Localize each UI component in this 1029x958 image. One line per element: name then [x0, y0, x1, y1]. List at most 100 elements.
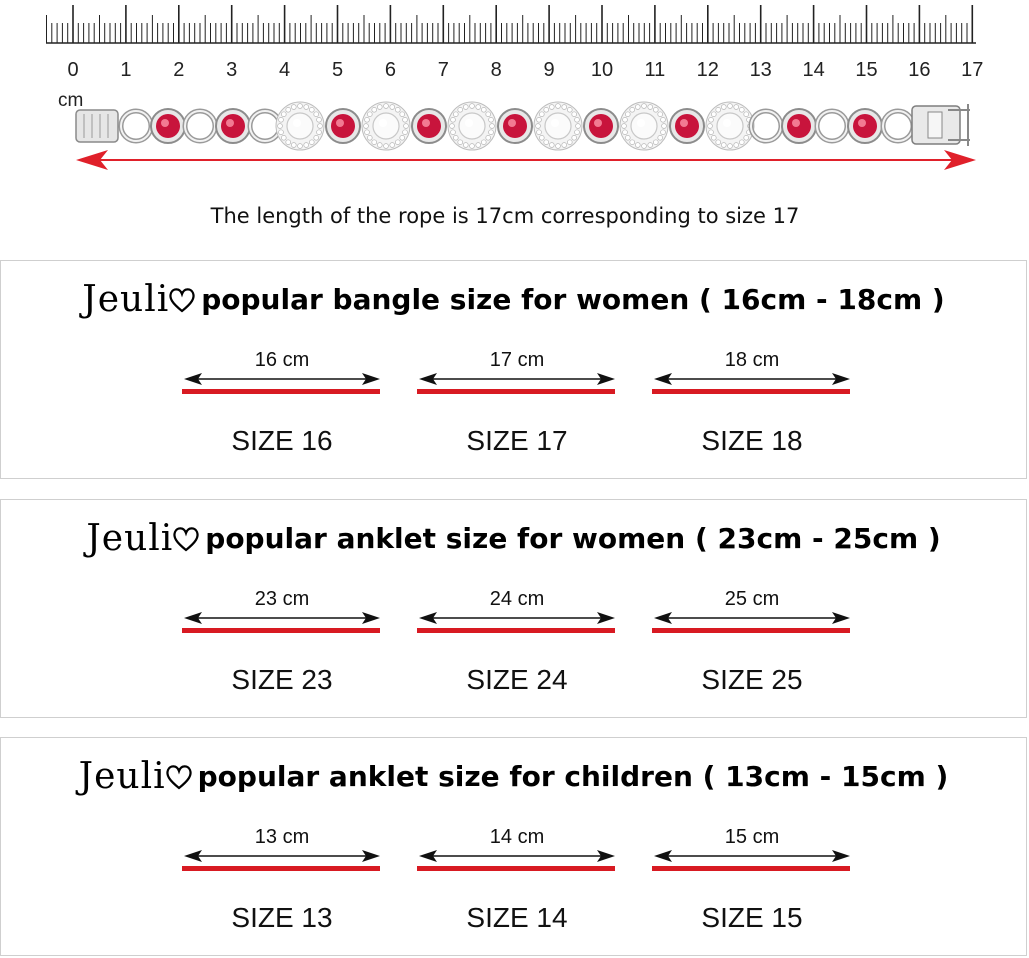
size-item: 17 cm SIZE 17 [417, 349, 617, 469]
ruler-and-bracelet: 0 1 2 3 4 5 6 7 8 9 10 11 12 13 14 15 16 17 cm [46, 5, 983, 170]
size-bar [417, 866, 615, 871]
panel-title: Jeuli popular anklet size for children ( … [1, 756, 1026, 797]
clasp-left [75, 109, 119, 143]
size-panel: Jeuli popular anklet size for women ( 23c… [0, 499, 1027, 718]
size-panel: Jeuli popular bangle size for women ( 16c… [0, 260, 1027, 479]
length-arrow [182, 373, 380, 394]
arrowhead-left-icon [184, 373, 202, 385]
size-label: SIZE 25 [701, 664, 803, 695]
length-arrow [76, 150, 976, 170]
arrowhead-left-icon [419, 850, 437, 862]
size-bar [182, 628, 380, 633]
diamond-halo [705, 101, 755, 151]
diamond-halo [361, 101, 411, 151]
diamond-halo [447, 101, 497, 151]
size-item: 25 cm SIZE 25 [652, 588, 852, 708]
clasp-right [911, 104, 970, 146]
size-item: 13 cm SIZE 13 [182, 826, 382, 946]
length-arrow [652, 373, 850, 394]
arrowhead-right-icon [832, 373, 850, 385]
length-label: 14 cm [489, 826, 545, 848]
arrowhead-right-icon [597, 850, 615, 862]
bezel-ring [814, 108, 850, 144]
size-bar [417, 628, 615, 633]
ruler-tick-label: 15 [855, 59, 877, 81]
size-item: 23 cm SIZE 23 [182, 588, 382, 708]
ruler-ticks [46, 5, 974, 43]
ruler-tick-label: 14 [802, 59, 824, 81]
ruler-tick-label: 2 [173, 59, 184, 81]
ruler-tick-label: 7 [438, 59, 449, 81]
size-bar [417, 389, 615, 394]
arrowhead-right-icon [597, 373, 615, 385]
arrowhead-left-icon [76, 150, 108, 170]
ruler-tick-label: 10 [591, 59, 613, 81]
arrowhead-left-icon [184, 612, 202, 624]
size-label: SIZE 13 [231, 902, 333, 933]
ruler-tick-label: 6 [385, 59, 396, 81]
bezel-ring [118, 108, 154, 144]
ruby-stone [781, 108, 817, 144]
size-bar [652, 628, 850, 633]
ruby-stone [215, 108, 251, 144]
ruler-tick-label: 9 [544, 59, 555, 81]
ruby-stone [847, 108, 883, 144]
bracelet-image [75, 101, 970, 151]
size-label: SIZE 18 [701, 425, 803, 456]
ruler-tick-label: 4 [279, 59, 290, 81]
panel-title-text: popular bangle size for women ( 16cm - 1… [201, 283, 945, 316]
bezel-ring [880, 108, 916, 144]
ruler-tick-label: 8 [491, 59, 502, 81]
size-label: SIZE 24 [466, 664, 568, 695]
diamond-halo [275, 101, 325, 151]
arrowhead-right-icon [362, 373, 380, 385]
size-panel: Jeuli popular anklet size for children ( … [0, 737, 1027, 956]
size-bar [652, 389, 850, 394]
length-label: 16 cm [254, 349, 310, 371]
panel-title-text: popular anklet size for women ( 23cm - 2… [205, 522, 941, 555]
brand-heart-icon [173, 526, 199, 551]
size-item: 14 cm SIZE 14 [417, 826, 617, 946]
arrowhead-left-icon [184, 850, 202, 862]
size-label: SIZE 23 [231, 664, 333, 695]
size-item: 18 cm SIZE 18 [652, 349, 852, 469]
length-arrow [182, 612, 380, 633]
ruby-stone [411, 108, 447, 144]
length-label: 24 cm [489, 588, 545, 610]
arrowhead-left-icon [654, 612, 672, 624]
ruby-stone [497, 108, 533, 144]
ruby-stone [150, 108, 186, 144]
size-bar [652, 866, 850, 871]
bezel-ring [182, 108, 218, 144]
length-label: 17 cm [489, 349, 545, 371]
ruby-stone [325, 108, 361, 144]
panel-title-text: popular anklet size for children ( 13cm … [197, 760, 949, 793]
arrowhead-right-icon [597, 612, 615, 624]
length-arrow [182, 850, 380, 871]
ruler-tick-label: 5 [332, 59, 343, 81]
size-label: SIZE 15 [701, 902, 803, 933]
ruler-tick-label: 11 [645, 59, 666, 81]
arrowhead-right-icon [362, 612, 380, 624]
arrowhead-left-icon [654, 373, 672, 385]
ruler-tick-label: 16 [908, 59, 930, 81]
length-label: 23 cm [254, 588, 310, 610]
size-item: 24 cm SIZE 24 [417, 588, 617, 708]
size-label: SIZE 14 [466, 902, 568, 933]
size-bar [182, 866, 380, 871]
length-arrow [652, 850, 850, 871]
arrowhead-left-icon [654, 850, 672, 862]
diamond-halo [619, 101, 669, 151]
size-label: SIZE 17 [466, 425, 568, 456]
ruler-tick-label: 17 [961, 59, 983, 81]
brand-logo-text: Jeuli [82, 279, 170, 320]
bezel-ring [748, 108, 784, 144]
arrowhead-right-icon [944, 150, 976, 170]
panel-title: Jeuli popular bangle size for women ( 16c… [1, 279, 1026, 320]
ruby-stone [669, 108, 705, 144]
brand-logo-text: Jeuli [78, 756, 166, 797]
arrowhead-left-icon [419, 373, 437, 385]
length-label: 15 cm [724, 826, 780, 848]
length-label: 13 cm [254, 826, 310, 848]
ruler-tick-label: 1 [120, 59, 131, 81]
